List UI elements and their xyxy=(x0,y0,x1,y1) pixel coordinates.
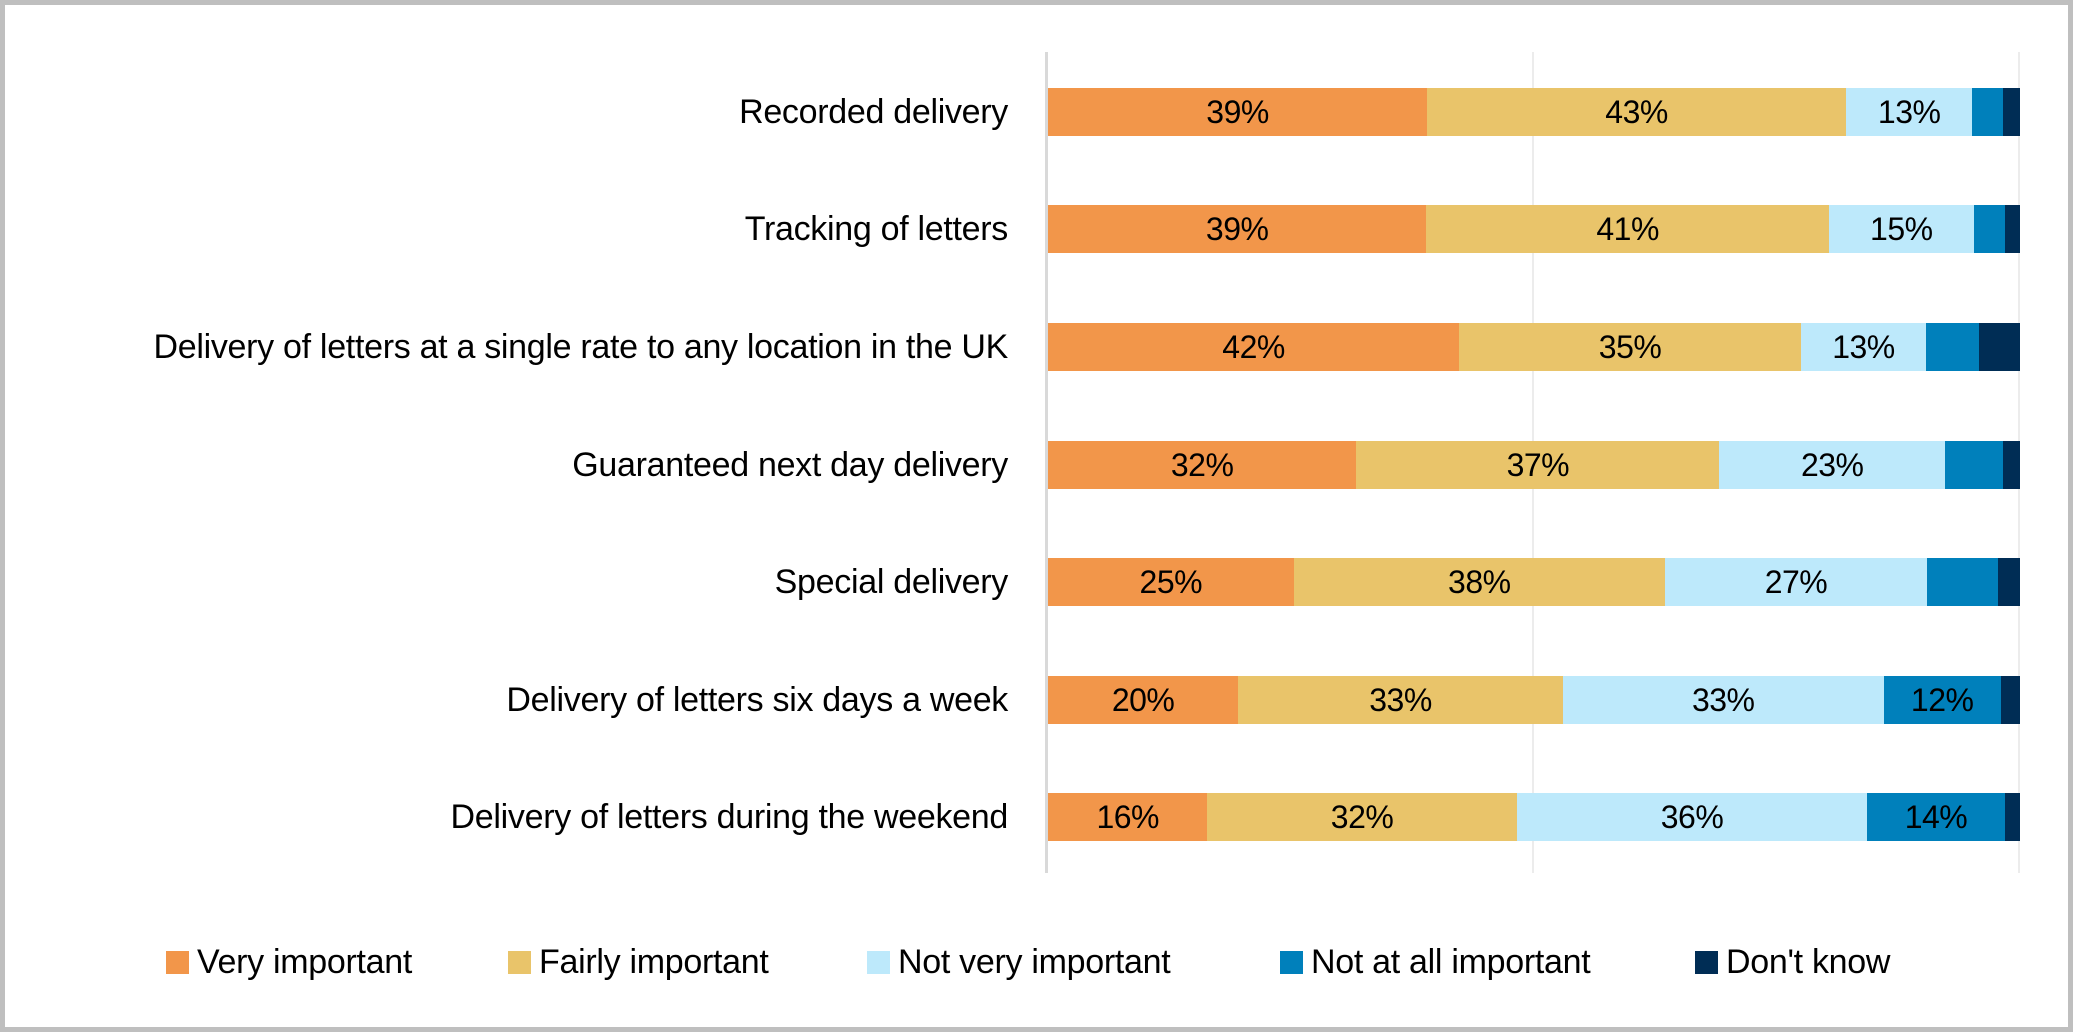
bar-segment-dont-know xyxy=(2002,441,2020,489)
bar-segment-not-very-important: 15% xyxy=(1828,205,1974,253)
bar-segment-not-very-important: 13% xyxy=(1801,323,1926,371)
legend-swatch-icon xyxy=(1280,950,1303,974)
bar-segment-not-very-important: 23% xyxy=(1719,441,1946,489)
bar-segment-dont-know xyxy=(1997,558,2020,606)
bar-segment-fairly-important: 33% xyxy=(1238,676,1563,724)
bar-segment-fairly-important: 37% xyxy=(1356,441,1720,489)
bar-segment-very-important: 32% xyxy=(1048,441,1357,489)
bar-segment-very-important: 25% xyxy=(1048,558,1294,606)
bar-segment-not-very-important: 33% xyxy=(1562,676,1884,724)
stacked-bar: 16% 32% 36% 14% xyxy=(1048,793,2020,841)
legend-label: Fairly important xyxy=(539,942,769,981)
bar-segment-very-important: 16% xyxy=(1048,793,1208,841)
stacked-bar: 20% 33% 33% 12% xyxy=(1048,676,2020,724)
bar-segment-dont-know xyxy=(2000,676,2020,724)
legend-item-dont-know: Don't know xyxy=(1695,940,1890,984)
bar-segment-not-at-all-important xyxy=(1945,441,2003,489)
bar-segment-fairly-important: 43% xyxy=(1427,88,1846,136)
stacked-bar: 25% 38% 27% xyxy=(1048,558,2020,606)
legend-swatch-icon xyxy=(1695,950,1718,974)
legend: Very important Fairly important Not very… xyxy=(0,940,2073,984)
bar-segment-fairly-important: 38% xyxy=(1293,558,1665,606)
bar-segment-not-at-all-important: 14% xyxy=(1867,793,2005,841)
stacked-bar: 39% 41% 15% xyxy=(1048,205,2020,253)
legend-label: Don't know xyxy=(1726,942,1891,981)
bar-segment-not-very-important: 27% xyxy=(1664,558,1927,606)
bar-segment-dont-know xyxy=(2003,88,2020,136)
bar-segment-fairly-important: 32% xyxy=(1207,793,1517,841)
legend-label: Very important xyxy=(197,942,413,981)
bar-segment-fairly-important: 41% xyxy=(1426,205,1829,253)
bar-row: Recorded delivery 39% 43% 13% xyxy=(0,88,2073,136)
legend-item-not-at-all-important: Not at all important xyxy=(1280,940,1591,984)
legend-swatch-icon xyxy=(166,950,189,974)
bar-segment-fairly-important: 35% xyxy=(1459,323,1802,371)
bar-segment-not-very-important: 13% xyxy=(1846,88,1973,136)
bar-row: Special delivery 25% 38% 27% xyxy=(0,558,2073,606)
category-axis-line xyxy=(1045,52,1048,873)
bar-row: Delivery of letters during the weekend 16… xyxy=(0,793,2073,841)
stacked-bar: 42% 35% 13% xyxy=(1048,323,2020,371)
bar-row: Tracking of letters 39% 41% 15% xyxy=(0,205,2073,253)
bar-row: Delivery of letters six days a week 20% 33… xyxy=(0,676,2073,724)
stacked-bar: 39% 43% 13% xyxy=(1048,88,2020,136)
bar-row: Guaranteed next day delivery 32% 37% 23% xyxy=(0,441,2073,489)
legend-item-not-very-important: Not very important xyxy=(867,940,1171,984)
category-label: Special delivery xyxy=(774,563,1009,601)
legend-swatch-icon xyxy=(867,950,890,974)
category-label: Delivery of letters six days a week xyxy=(506,681,1008,719)
legend-item-very-important: Very important xyxy=(166,940,412,984)
legend-label: Not very important xyxy=(898,942,1171,981)
legend-label: Not at all important xyxy=(1311,942,1591,981)
category-label: Tracking of letters xyxy=(744,210,1009,248)
bar-segment-very-important: 39% xyxy=(1048,205,1427,253)
category-label: Recorded delivery xyxy=(739,93,1008,131)
category-label: Guaranteed next day delivery xyxy=(572,446,1008,484)
bar-segment-not-at-all-important xyxy=(1972,88,2004,136)
category-label: Delivery of letters during the weekend xyxy=(450,798,1009,836)
stacked-bar: 32% 37% 23% xyxy=(1048,441,2020,489)
bar-segment-not-at-all-important: 12% xyxy=(1883,676,2001,724)
bar-segment-not-at-all-important xyxy=(1925,323,1979,371)
bar-segment-not-very-important: 36% xyxy=(1516,793,1868,841)
bar-row: Delivery of letters at a single rate to … xyxy=(0,323,2073,371)
category-label: Delivery of letters at a single rate to … xyxy=(153,328,1008,366)
legend-item-fairly-important: Fairly important xyxy=(508,940,769,984)
bar-segment-not-at-all-important xyxy=(1973,205,2005,253)
bar-segment-not-at-all-important xyxy=(1926,558,1998,606)
bar-segment-very-important: 39% xyxy=(1048,88,1428,136)
bar-segment-very-important: 42% xyxy=(1048,323,1460,371)
bar-segment-dont-know xyxy=(1978,323,2020,371)
bar-segment-very-important: 20% xyxy=(1048,676,1239,724)
bar-segment-dont-know xyxy=(2004,205,2020,253)
bar-segment-dont-know xyxy=(2004,793,2020,841)
legend-swatch-icon xyxy=(508,950,531,974)
